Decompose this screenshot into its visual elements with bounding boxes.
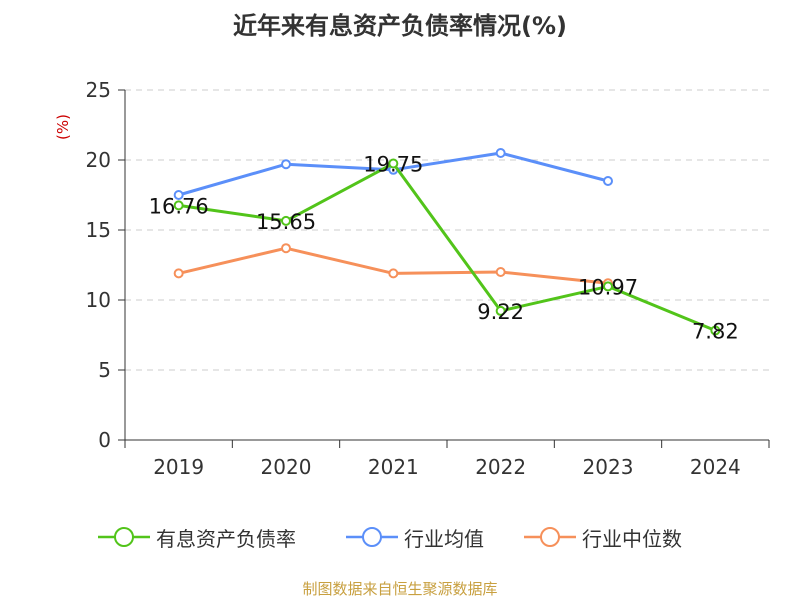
data-point — [388, 268, 399, 279]
y-tick-label: 0 — [98, 428, 111, 452]
y-tick-label: 10 — [86, 288, 111, 312]
legend-label: 行业中位数 — [582, 526, 682, 551]
data-point — [495, 305, 506, 316]
data-point — [173, 190, 184, 200]
legend-marker-icon — [346, 527, 398, 547]
series-line — [178, 162, 716, 332]
x-tick-label: 2021 — [368, 455, 419, 479]
y-tick-label: 15 — [86, 218, 111, 242]
source-note: 制图数据来自恒生聚源数据库 — [302, 580, 498, 598]
data-point — [710, 325, 721, 336]
legend-marker-icon — [524, 527, 576, 547]
legend-marker-icon — [98, 527, 150, 547]
x-tick-label: 2022 — [475, 455, 526, 479]
data-label: 10.97 — [578, 275, 638, 299]
chart-title: 近年来有息资产负债率情况(%) — [233, 12, 567, 40]
data-point — [495, 267, 506, 277]
y-tick-label: 20 — [86, 148, 111, 172]
x-tick-label: 2024 — [690, 455, 741, 479]
data-point — [388, 158, 399, 169]
y-axis-label: (%) — [54, 114, 72, 140]
data-label: 19.75 — [363, 153, 423, 177]
legend-item-industry-mean[interactable]: 行业均值 — [346, 522, 484, 552]
data-point — [603, 176, 613, 186]
y-tick-label: 5 — [98, 358, 111, 382]
legend-item-interest-debt-ratio[interactable]: 有息资产负债率 — [98, 522, 296, 552]
data-point — [173, 200, 184, 211]
legend-item-industry-median[interactable]: 行业中位数 — [524, 522, 682, 552]
y-tick-label: 25 — [86, 78, 111, 102]
x-tick-label: 2020 — [261, 455, 312, 479]
legend-label: 有息资产负债率 — [156, 526, 296, 551]
data-point — [173, 268, 184, 279]
data-point — [495, 148, 506, 158]
legend: 有息资产负债率 行业均值 行业中位数 — [0, 522, 800, 552]
data-point — [281, 215, 291, 226]
data-point — [281, 159, 291, 170]
data-label: 15.65 — [256, 210, 316, 234]
data-point — [603, 281, 613, 292]
data-label: 7.82 — [692, 320, 739, 344]
data-label: 9.22 — [477, 300, 524, 324]
x-tick-label: 2019 — [153, 455, 204, 479]
data-point — [281, 243, 291, 254]
legend-label: 行业均值 — [404, 526, 484, 551]
data-label: 16.76 — [149, 194, 209, 218]
x-tick-label: 2023 — [583, 455, 634, 479]
